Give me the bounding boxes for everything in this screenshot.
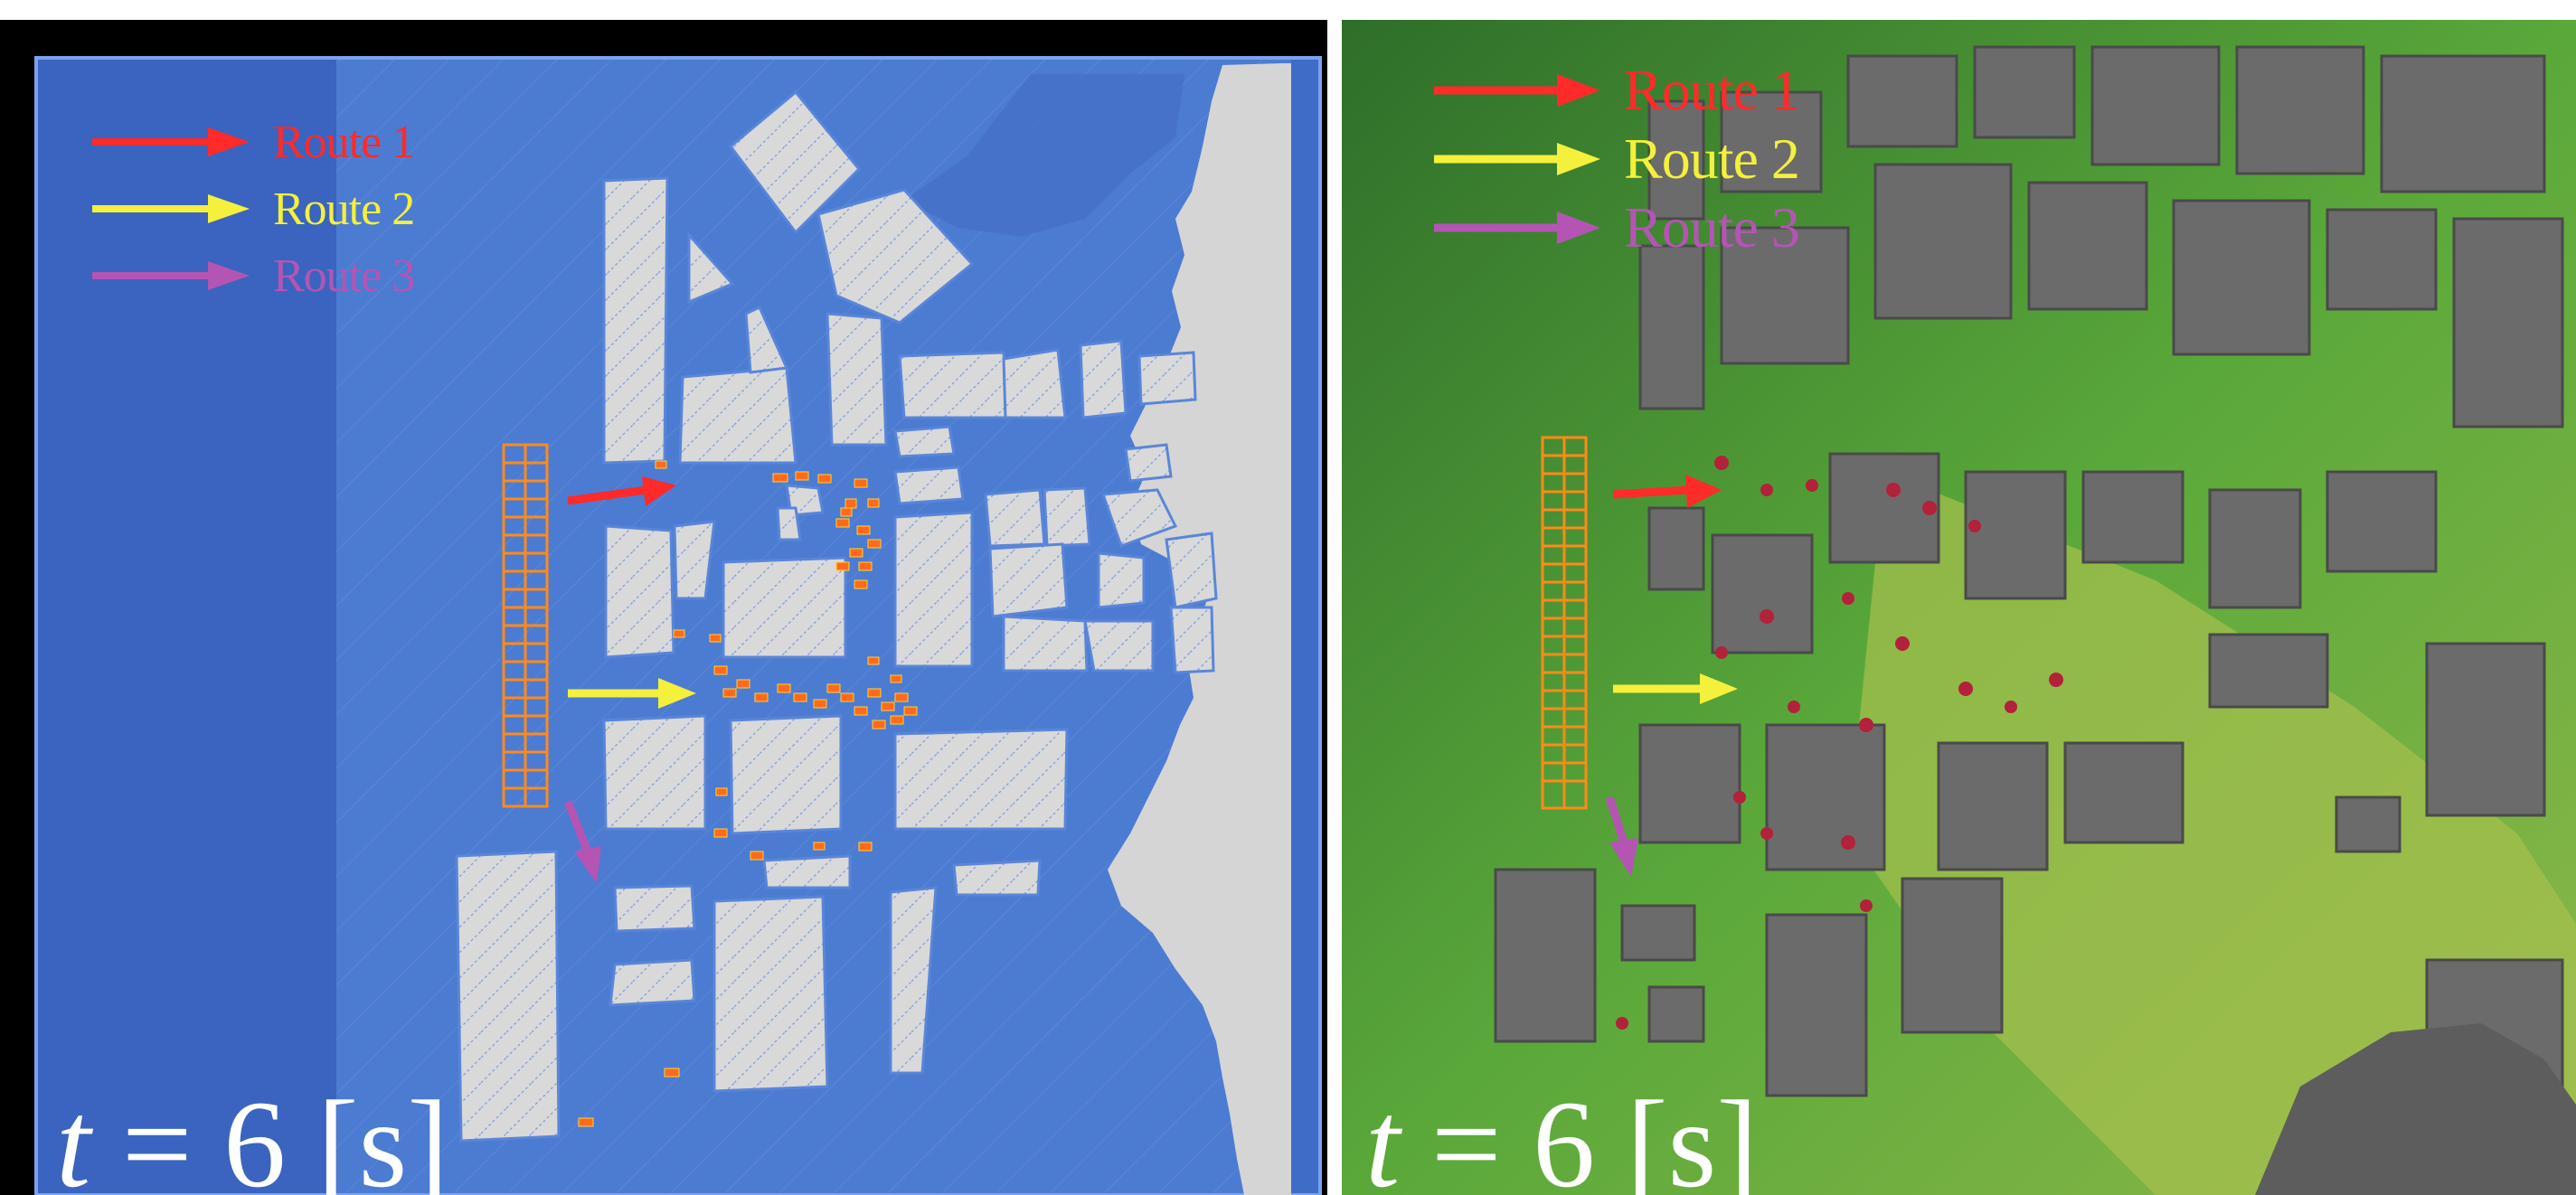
legend-route-1: Route 1 (1432, 56, 1800, 125)
experiment-scene (1342, 20, 2576, 1195)
time-unit: [s] (316, 1075, 449, 1195)
arrow-right-icon (92, 127, 250, 156)
legend-label: Route 1 (273, 116, 415, 168)
arrow-right-icon (1434, 212, 1600, 244)
camera-mount (2255, 1023, 2576, 1195)
legend-label: Route 3 (273, 249, 415, 302)
time-equals: = (121, 1075, 193, 1195)
time-unit: [s] (1626, 1075, 1759, 1195)
legend-route-3: Route 3 (1432, 193, 1800, 262)
time-value: 6 (1533, 1075, 1596, 1195)
arrow-right-icon (1612, 475, 1722, 508)
legend-route-2: Route 2 (1432, 125, 1800, 193)
route-legend: Route 1 Route 2 Route 3 (1432, 56, 1800, 262)
legend-route-3: Route 3 (90, 242, 415, 309)
arrow-right-icon (568, 678, 696, 709)
legend-route-1: Route 1 (90, 108, 415, 175)
arrow-right-icon (92, 261, 250, 290)
legend-label: Route 3 (1624, 195, 1800, 259)
domain-border (34, 56, 1322, 1195)
route-legend: Route 1 Route 2 Route 3 (90, 108, 415, 309)
simulation-panel: Route 1 Route 2 Route 3 t = 6 [s] (0, 20, 1327, 1195)
water-inflow-zone (38, 60, 336, 1195)
arrow-right-icon (567, 476, 676, 506)
building-grid-icon (502, 443, 549, 808)
evacuee-agents (1616, 456, 2063, 1030)
time-variable: t (56, 1075, 91, 1195)
model-buildings (1494, 45, 2564, 1097)
legend-label: Route 1 (1624, 58, 1800, 122)
time-label: t = 6 [s] (56, 1082, 448, 1195)
legend-route-2: Route 2 (90, 175, 415, 242)
arrow-right-icon (1434, 74, 1600, 107)
arrow-down-icon (1605, 795, 1638, 877)
time-label: t = 6 [s] (1365, 1082, 1758, 1195)
time-variable: t (1365, 1075, 1401, 1195)
flood-water (1848, 472, 2576, 1195)
evacuee-agents (578, 460, 918, 1127)
building-blocks (455, 89, 1218, 1143)
arrow-down-icon (563, 800, 601, 883)
time-value: 6 (223, 1075, 287, 1195)
arrow-right-icon (1434, 143, 1600, 175)
experiment-photo-panel: Route 1 Route 2 Route 3 t = 6 [s] (1342, 20, 2576, 1195)
arrow-right-icon (92, 194, 250, 223)
flood-front (904, 74, 1184, 237)
building-grid-icon (1541, 436, 1588, 810)
legend-label: Route 2 (273, 183, 415, 235)
simulation-scene (34, 56, 1322, 1195)
time-equals: = (1430, 1075, 1502, 1195)
legend-label: Route 2 (1624, 127, 1800, 191)
arrow-right-icon (1613, 673, 1738, 704)
